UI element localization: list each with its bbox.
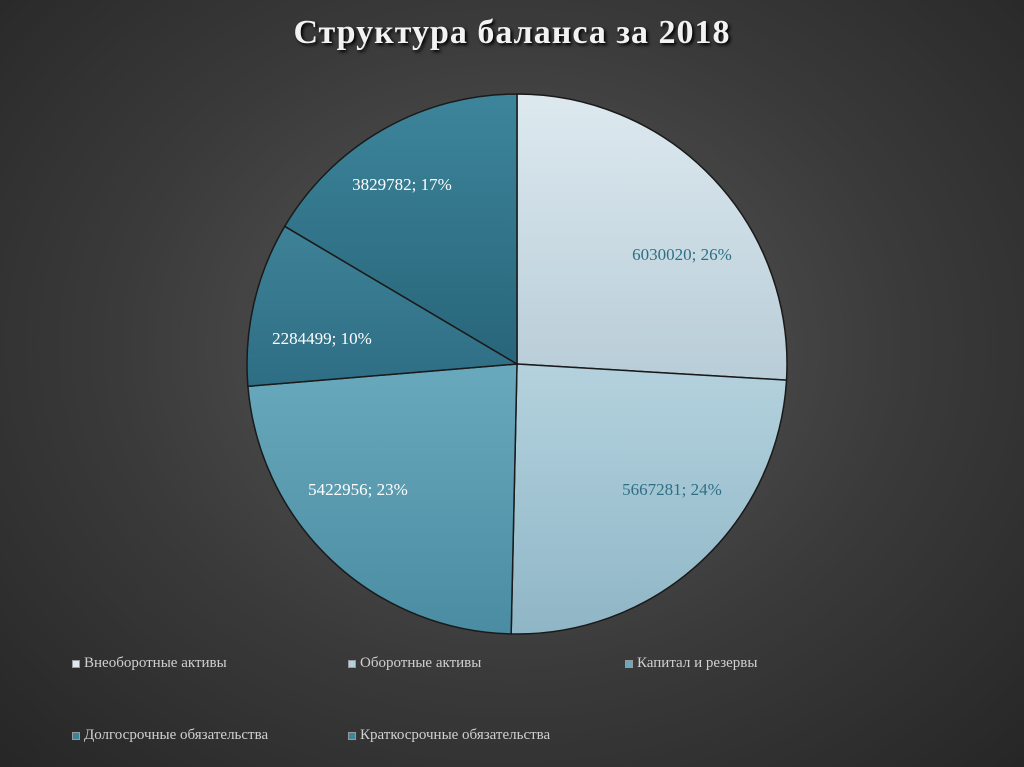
legend-swatch bbox=[625, 659, 633, 668]
legend-label: Внеоборотные активы bbox=[84, 655, 227, 671]
slice-data-label: 5422956; 23% bbox=[308, 480, 408, 499]
legend-item: Долгосрочные обязательства bbox=[72, 727, 268, 744]
slice-data-label: 2284499; 10% bbox=[272, 329, 372, 348]
pie-slice bbox=[246, 225, 520, 388]
legend-swatch bbox=[72, 659, 80, 668]
chart-title: Структура баланса за 2018 bbox=[293, 14, 731, 51]
pie-slices bbox=[246, 93, 788, 635]
slice-data-label: 6030020; 26% bbox=[632, 245, 732, 264]
legend-item: Внеоборотные активы bbox=[72, 655, 227, 672]
legend-swatch bbox=[348, 731, 356, 740]
slice-data-label: 5667281; 24% bbox=[622, 480, 722, 499]
slice-data-label: 3829782; 17% bbox=[352, 175, 452, 194]
legend-swatch bbox=[348, 659, 356, 668]
legend-swatch bbox=[72, 731, 80, 740]
pie-labels: 6030020; 26% 5667281; 24% 5422956; 23% 2284… bbox=[272, 175, 732, 499]
pie-slice bbox=[283, 93, 518, 366]
legend-label: Долгосрочные обязательства bbox=[84, 727, 269, 743]
legend-item: Краткосрочные обязательства bbox=[348, 727, 550, 744]
legend-label: Краткосрочные обязательства bbox=[360, 727, 551, 743]
pie-slice bbox=[510, 363, 788, 635]
pie-slice bbox=[516, 93, 788, 381]
legend-label: Капитал и резервы bbox=[637, 655, 758, 671]
legend-item: Капитал и резервы bbox=[625, 655, 757, 672]
legend-item: Оборотные активы bbox=[348, 655, 481, 672]
pie-slice bbox=[247, 363, 518, 635]
legend-label: Оборотные активы bbox=[360, 655, 482, 671]
